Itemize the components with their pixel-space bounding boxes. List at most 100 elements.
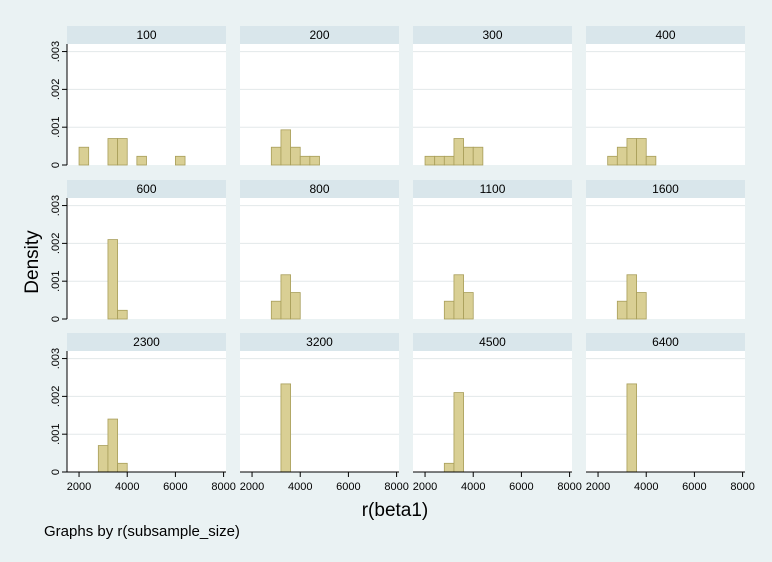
histogram-bar [107, 239, 118, 320]
x-tick-label: 4000 [288, 481, 312, 493]
panel-strip [240, 180, 399, 198]
panel-strip [413, 180, 572, 198]
y-tick-label: .002 [50, 233, 62, 254]
panel: 1100 [413, 180, 572, 320]
x-tick-label: 8000 [557, 481, 581, 493]
y-axis-title: Density [22, 230, 43, 294]
histogram-bar [616, 146, 628, 166]
panel-title: 300 [482, 28, 502, 42]
histogram-bar [136, 155, 147, 166]
panel: 400 [586, 26, 745, 166]
histogram-bar [443, 462, 455, 473]
histogram-bar [117, 462, 128, 473]
panel-plot-area [240, 198, 399, 319]
x-tick-label: 6000 [509, 481, 533, 493]
panel-strip [67, 26, 226, 44]
x-tick-label: 8000 [384, 481, 408, 493]
histogram-bar [472, 146, 484, 166]
y-tick-label: .003 [50, 348, 62, 369]
panel: 300 [413, 26, 572, 166]
y-tick-label: .001 [50, 116, 62, 137]
panel-plot-area [413, 44, 572, 165]
histogram-bar [290, 292, 301, 320]
histogram-bar [270, 146, 282, 166]
graphs-by-note: Graphs by r(subsample_size) [44, 523, 240, 540]
panel-title: 1100 [480, 182, 506, 196]
panel-strip [413, 333, 572, 351]
x-tick-label: 6000 [682, 481, 706, 493]
y-tick-label: .001 [50, 270, 62, 291]
panel-strip [586, 180, 745, 198]
panel-strip [67, 333, 226, 351]
panel: 800 [240, 180, 399, 320]
panel: 3200 2000 4000 6000 8000 [240, 333, 409, 493]
x-tick-label: 8000 [211, 481, 235, 493]
histogram-bar [309, 155, 320, 166]
x-tick-label: 2000 [67, 481, 91, 493]
x-tick-label: 6000 [336, 481, 360, 493]
y-tick-label: .001 [50, 423, 62, 444]
histogram-bar [107, 418, 118, 473]
histogram-bar [636, 292, 647, 320]
panel-plot-area [67, 44, 226, 165]
histogram-bar [626, 383, 637, 473]
histogram-bar [424, 155, 436, 166]
histogram-bar [434, 155, 445, 166]
histogram-bar [463, 146, 474, 166]
panel-title: 600 [136, 182, 156, 196]
histogram-bar [626, 138, 637, 166]
panel: 4500 2000 4000 6000 8000 [413, 333, 582, 493]
x-tick-label: 6000 [163, 481, 187, 493]
histogram-bar [290, 146, 301, 166]
panel-plot-area [413, 351, 572, 472]
histogram-bar [636, 138, 647, 166]
panel-plot-area [586, 198, 745, 319]
histogram-bar [175, 155, 186, 166]
panel: 200 [240, 26, 399, 166]
panel-strip [67, 180, 226, 198]
histogram-bar [453, 138, 464, 166]
panel-plot-area [67, 198, 226, 319]
histogram-bar [299, 155, 311, 166]
histogram-bar [443, 300, 455, 320]
histogram-bar [280, 383, 291, 473]
histogram-bar [443, 155, 455, 166]
panel: 6400 2000 4000 6000 8000 [586, 333, 755, 493]
panel-strip [586, 26, 745, 44]
panel-title: 4500 [479, 335, 506, 349]
x-tick-label: 4000 [115, 481, 139, 493]
y-tick-label: .003 [50, 41, 62, 62]
panel-plot-area [586, 351, 745, 472]
x-tick-label: 2000 [586, 481, 610, 493]
y-tick-label: 0 [50, 469, 62, 475]
y-tick-label: 0 [50, 162, 62, 168]
panel: 600 0 .001 .002 .003 [50, 180, 226, 322]
x-tick-label: 8000 [730, 481, 754, 493]
panel-plot-area [67, 351, 226, 472]
panel-plot-area [240, 351, 399, 472]
histogram-bar [453, 392, 464, 473]
histogram-bar [97, 445, 109, 473]
panel-strip [240, 333, 399, 351]
y-tick-label: 0 [50, 316, 62, 322]
histogram-bar [626, 274, 637, 320]
y-tick-label: .003 [50, 195, 62, 216]
panel: 1600 [586, 180, 745, 320]
x-tick-label: 4000 [634, 481, 658, 493]
panel-plot-area [240, 44, 399, 165]
panel: 2300 0 .001 .002 .003 2000 4000 6000 8000 [50, 333, 236, 493]
panel-title: 100 [136, 28, 156, 42]
histogram-bar [117, 309, 128, 320]
panel-title: 400 [655, 28, 675, 42]
panel-title: 3200 [306, 335, 333, 349]
panel-strip [240, 26, 399, 44]
panel-strip [586, 333, 745, 351]
x-tick-label: 2000 [240, 481, 264, 493]
panel-title: 200 [309, 28, 329, 42]
histogram-bar [270, 300, 282, 320]
panel-strip [413, 26, 572, 44]
panel-plot-area [586, 44, 745, 165]
histogram-bar [616, 300, 628, 320]
histogram-bar [78, 146, 90, 166]
